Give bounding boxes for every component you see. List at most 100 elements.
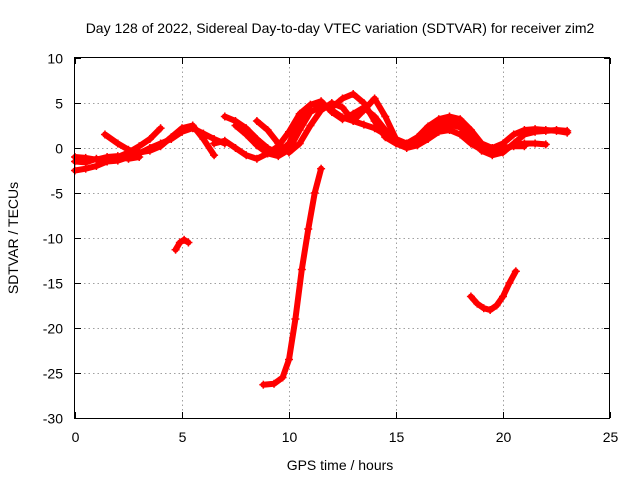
data-point (274, 152, 283, 161)
data-point (278, 373, 287, 382)
data-point (338, 115, 347, 124)
data-point (199, 135, 208, 143)
data-point (486, 306, 495, 314)
data-point (295, 126, 304, 134)
data-point (285, 355, 293, 364)
tick-label-layer: 0 5 10 15 20 25 10 5 0 -5 -10 -15 -20 -25 -30 (43, 51, 619, 446)
data-point (402, 139, 411, 148)
data-point (252, 141, 261, 150)
data-point (263, 149, 272, 158)
data-point (531, 139, 540, 148)
data-point (100, 130, 109, 139)
data-point (466, 126, 475, 134)
y-tick-label: -25 (43, 366, 63, 382)
data-point (499, 292, 507, 301)
data-point (473, 299, 482, 308)
data-point (370, 117, 379, 125)
data-point (505, 279, 514, 287)
data-point (297, 265, 306, 274)
data-point (381, 133, 390, 142)
data-point (188, 121, 197, 130)
data-point (381, 112, 390, 121)
data-point (210, 151, 219, 160)
data-point (317, 106, 326, 115)
data-point (511, 267, 520, 276)
data-point (310, 189, 319, 197)
x-axis-label: GPS time / hours (287, 457, 394, 473)
data-point (434, 115, 443, 124)
data-point (488, 144, 497, 152)
data-point (156, 142, 165, 151)
data-point (445, 112, 454, 121)
data-point (263, 126, 272, 134)
data-point (135, 153, 144, 161)
tick-layer (75, 58, 611, 419)
data-point (499, 146, 507, 155)
data-point (175, 238, 184, 247)
data-point (492, 301, 501, 310)
data-point (466, 292, 475, 301)
trace-layer (71, 90, 572, 389)
x-tick-label: 20 (496, 429, 512, 445)
data-point (242, 151, 251, 160)
data-point (252, 117, 261, 125)
data-point (327, 99, 336, 107)
data-point (477, 139, 486, 148)
data-point (359, 120, 368, 129)
data-point (220, 112, 229, 121)
data-point (306, 121, 315, 130)
y-tick-label: 5 (55, 96, 63, 112)
y-tick-label: -10 (43, 231, 63, 247)
data-point (306, 100, 315, 109)
y-axis-label: SDTVAR / TECUs (5, 182, 21, 294)
data-point (424, 135, 433, 143)
data-point (231, 144, 240, 152)
data-point (349, 117, 358, 125)
data-point (81, 164, 90, 173)
data-point (156, 124, 165, 133)
data-point (113, 152, 122, 161)
data-point (520, 126, 529, 134)
data-point (413, 141, 422, 150)
data-point (184, 238, 193, 247)
data-point (259, 380, 268, 389)
data-point (349, 90, 358, 98)
series-trace-steep-rise (260, 165, 325, 388)
y-tick-label: -5 (51, 186, 64, 202)
x-tick-label: 25 (603, 429, 619, 445)
data-point (552, 126, 561, 135)
data-point (291, 315, 300, 323)
data-point (563, 128, 572, 137)
data-point (178, 124, 186, 133)
x-tick-label: 10 (282, 429, 298, 445)
data-point (445, 126, 454, 134)
data-point (541, 140, 550, 149)
y-tick-label: 0 (55, 141, 63, 157)
data-point (479, 304, 488, 313)
y-tick-label: 10 (47, 51, 63, 67)
data-point (124, 145, 133, 154)
data-point (304, 225, 313, 233)
series-trace-isolated-5h (172, 236, 192, 253)
data-point (424, 122, 433, 131)
data-point (392, 135, 400, 143)
data-point (499, 139, 507, 148)
data-point (466, 139, 475, 148)
y-tick-label: -30 (43, 411, 63, 427)
data-point (434, 127, 443, 136)
data-point (509, 141, 518, 150)
data-point (285, 148, 293, 157)
data-point (456, 130, 465, 139)
data-point (145, 135, 154, 143)
chart-title: Day 128 of 2022, Sidereal Day-to-day VTE… (86, 20, 595, 36)
data-point (103, 153, 112, 161)
data-point (92, 155, 101, 164)
data-point (295, 139, 304, 148)
data-point (242, 130, 251, 139)
data-point (124, 154, 133, 163)
data-point (531, 125, 540, 134)
data-point (306, 108, 315, 116)
data-point (145, 146, 154, 155)
data-point (520, 139, 529, 148)
